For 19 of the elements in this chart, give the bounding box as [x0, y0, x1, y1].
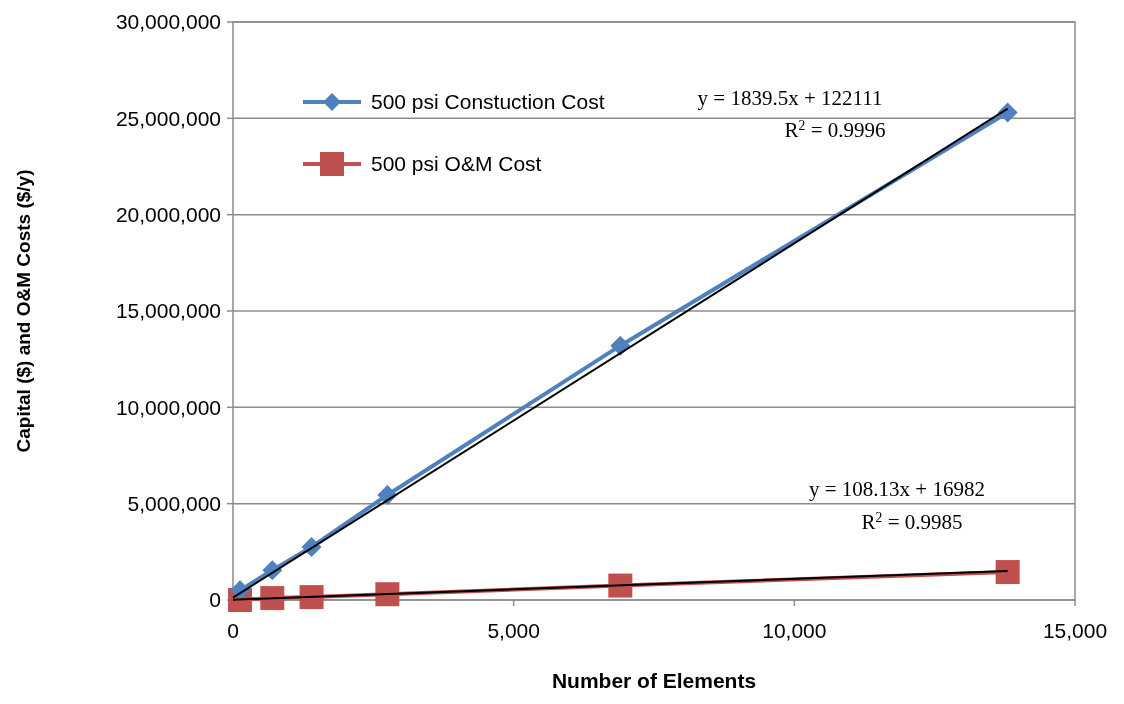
y-tick-label: 20,000,000 — [115, 203, 221, 227]
y-axis-title: Capital ($) and O&M Costs ($/y) — [13, 169, 34, 453]
x-tick-label: 5,000 — [487, 619, 540, 642]
y-tick-label: 0 — [209, 588, 221, 612]
legend-label: 500 psi Constuction Cost — [371, 90, 605, 114]
annotation: y = 108.13x + 16982 — [809, 477, 985, 502]
y-tick-label: 5,000,000 — [127, 492, 221, 516]
annotation: R$^{2}$ = 0.9996 — [784, 117, 886, 143]
legend-label: 500 psi O&M Cost — [371, 152, 542, 176]
x-tick-label: 15,000 — [1042, 619, 1108, 642]
x-tick-label: 10,000 — [762, 619, 827, 642]
y-tick-label: 15,000,000 — [115, 299, 221, 323]
annotation: y = 1839.5x + 122111 — [697, 86, 883, 111]
x-axis-title: Number of Elements — [551, 669, 757, 692]
x-tick-label: 0 — [227, 619, 239, 642]
y-tick-label: 30,000,000 — [115, 10, 221, 34]
y-tick-label: 10,000,000 — [115, 395, 221, 419]
annotation: R$^{2}$ = 0.9985 — [861, 509, 963, 535]
y-tick-label: 25,000,000 — [115, 106, 221, 130]
